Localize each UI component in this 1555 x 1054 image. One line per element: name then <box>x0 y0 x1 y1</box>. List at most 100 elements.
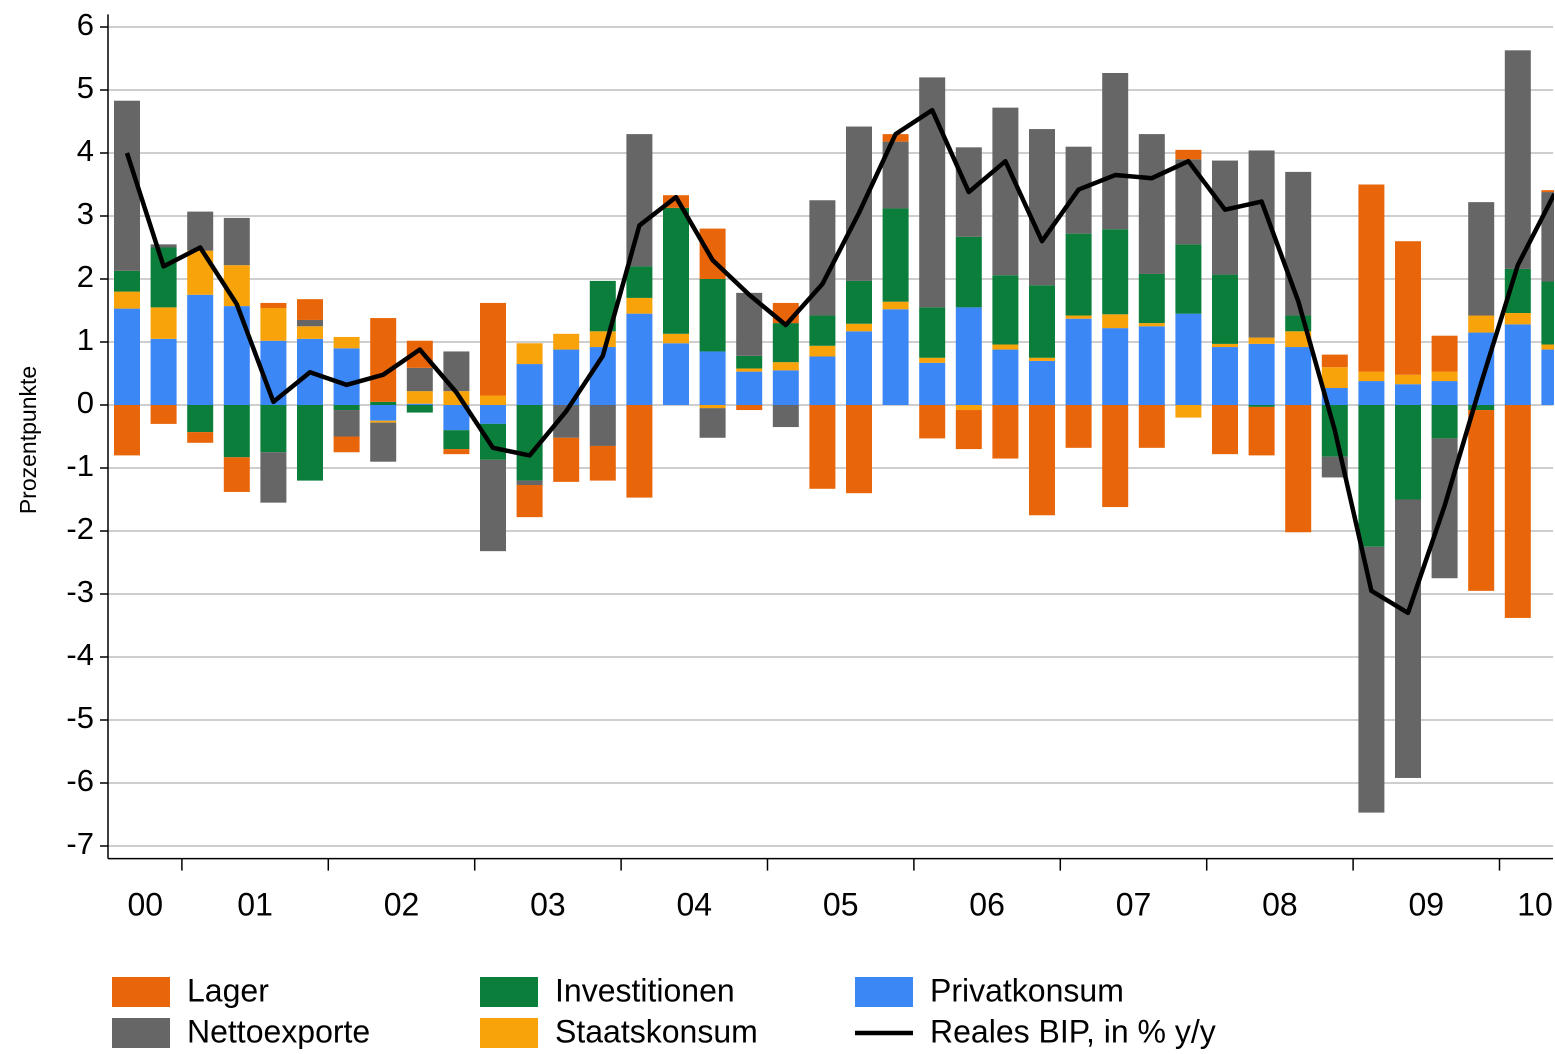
bar-segment <box>919 362 946 405</box>
bar-segment <box>809 200 836 316</box>
bar-segment <box>480 405 506 424</box>
bar-segment <box>114 405 140 456</box>
bar-segment <box>809 356 836 405</box>
bar-segment <box>1541 190 1554 193</box>
bar-segment <box>1102 229 1129 315</box>
bar-segment <box>1358 405 1385 547</box>
bar-segment <box>589 331 616 348</box>
bar-segment <box>1285 171 1312 316</box>
bar-segment <box>1212 347 1238 405</box>
bar-segment <box>1395 499 1421 778</box>
bar-segment <box>1285 405 1312 533</box>
bar-segment <box>297 319 323 327</box>
bar-segment <box>919 405 946 439</box>
bar-segment <box>699 405 726 409</box>
bar-segment <box>1541 344 1554 350</box>
bar-segment <box>1175 313 1202 405</box>
bar-segment <box>297 326 323 339</box>
plot <box>114 50 1554 813</box>
legend-swatch <box>480 1018 538 1048</box>
bar-segment <box>1541 281 1554 345</box>
bar-segment <box>516 480 543 486</box>
bar-segment <box>1065 233 1092 316</box>
x-tick-label: 09 <box>1409 886 1445 922</box>
bar-segment <box>223 217 250 266</box>
bar-segment <box>150 244 177 248</box>
bar-segment <box>1248 405 1275 407</box>
bar-segment <box>1248 343 1275 405</box>
x-tick-label: 06 <box>969 886 1005 922</box>
bar-segment <box>992 405 1019 459</box>
bar-segment <box>1431 405 1458 439</box>
y-tick-label: 0 <box>77 385 94 420</box>
bar-segment <box>406 405 433 413</box>
bar-segment <box>187 294 214 405</box>
bar-segment <box>1541 349 1554 405</box>
bar-segment <box>150 338 177 405</box>
bar-segment <box>297 405 323 481</box>
bar-segment <box>1138 323 1165 327</box>
legend-label: Investitionen <box>555 972 735 1008</box>
bar-segment <box>1029 285 1055 358</box>
bar-segment <box>260 452 287 503</box>
bar-segment <box>992 349 1019 405</box>
bar-segment <box>1212 160 1238 275</box>
y-tick-label: -5 <box>66 700 94 735</box>
bar-segment <box>1102 328 1129 405</box>
bar-segment <box>1358 371 1385 382</box>
bar-segment <box>992 344 1019 350</box>
bar-segment <box>1431 335 1458 372</box>
bar-segment <box>955 405 982 411</box>
legend-label: Privatkonsum <box>930 972 1124 1008</box>
bar-segment <box>1175 149 1202 160</box>
bar-segment <box>1358 184 1385 372</box>
bar-segment <box>919 357 946 363</box>
bar-segment <box>809 345 836 357</box>
bar-segment <box>1468 202 1495 316</box>
bar-segment <box>1102 314 1129 329</box>
bar-segment <box>1248 150 1275 338</box>
bar-segment <box>955 410 982 450</box>
bar-segment <box>1285 331 1312 348</box>
bar-segment <box>736 368 763 372</box>
y-tick-label: -3 <box>66 574 94 609</box>
bar-segment <box>1138 326 1165 405</box>
bar-segment <box>699 279 726 352</box>
bar-segment <box>1102 405 1129 508</box>
bar-segment <box>626 297 653 314</box>
bar-segment <box>955 307 982 405</box>
bar-segment <box>1029 357 1055 361</box>
bar-segment <box>1138 273 1165 324</box>
bar-segment <box>260 302 287 308</box>
bar-segment <box>333 336 360 349</box>
bar-segment <box>370 420 397 423</box>
bar-segment <box>370 405 397 421</box>
bar-segment <box>1029 360 1055 405</box>
bar-segment <box>480 395 506 405</box>
legend-swatch <box>112 977 170 1007</box>
bar-segment <box>1102 72 1129 230</box>
bar-segment <box>919 307 946 358</box>
bar-segment <box>1029 405 1055 516</box>
bar-segment <box>589 405 616 446</box>
bar-segment <box>114 270 140 292</box>
bar-segment <box>333 348 360 405</box>
y-tick-label: -4 <box>66 637 94 672</box>
bar-segment <box>846 331 872 405</box>
bar-segment <box>516 364 543 405</box>
bar-segment <box>1321 367 1348 388</box>
bar-segment <box>370 422 397 462</box>
bar-segment <box>1285 347 1312 405</box>
bar-segment <box>1395 384 1421 405</box>
bar-segment <box>223 457 250 492</box>
bar-segment <box>736 405 763 411</box>
bar-segment <box>1431 381 1458 405</box>
bar-segment <box>553 437 580 482</box>
bar-segment <box>663 343 689 405</box>
x-tick-label: 08 <box>1262 886 1298 922</box>
bar-segment <box>992 107 1019 276</box>
x-tick-label: 02 <box>384 886 420 922</box>
bar-segment <box>1504 324 1531 405</box>
bar-segment <box>1138 405 1165 448</box>
